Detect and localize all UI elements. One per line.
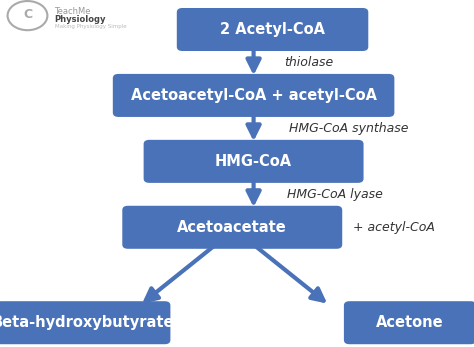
FancyBboxPatch shape bbox=[113, 74, 394, 117]
Text: HMG-CoA lyase: HMG-CoA lyase bbox=[287, 188, 383, 201]
Text: Acetone: Acetone bbox=[376, 315, 444, 330]
FancyBboxPatch shape bbox=[177, 8, 368, 51]
Text: 2 Acetyl-CoA: 2 Acetyl-CoA bbox=[220, 22, 325, 37]
Text: + acetyl-CoA: + acetyl-CoA bbox=[353, 221, 435, 234]
FancyBboxPatch shape bbox=[122, 206, 342, 249]
FancyBboxPatch shape bbox=[144, 140, 364, 183]
Text: HMG-CoA: HMG-CoA bbox=[215, 154, 292, 169]
Text: thiolase: thiolase bbox=[284, 56, 334, 69]
Text: Making Physiology Simple: Making Physiology Simple bbox=[55, 24, 126, 28]
Text: Acetoacetyl-CoA + acetyl-CoA: Acetoacetyl-CoA + acetyl-CoA bbox=[131, 88, 376, 103]
Text: TeachMe: TeachMe bbox=[55, 7, 91, 16]
FancyBboxPatch shape bbox=[0, 301, 170, 344]
Text: Beta-hydroxybutyrate: Beta-hydroxybutyrate bbox=[0, 315, 174, 330]
Text: C: C bbox=[23, 8, 32, 22]
Text: Acetoacetate: Acetoacetate bbox=[177, 220, 287, 235]
FancyBboxPatch shape bbox=[344, 301, 474, 344]
Text: Physiology: Physiology bbox=[55, 15, 106, 24]
Text: HMG-CoA synthase: HMG-CoA synthase bbox=[289, 122, 409, 135]
